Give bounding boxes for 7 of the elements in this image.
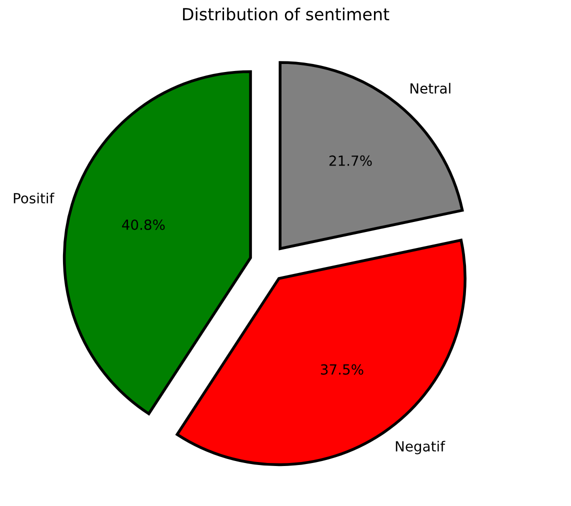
slice-label: Netral bbox=[410, 82, 450, 94]
data-label: 37.5% bbox=[320, 364, 364, 375]
data-label: 21.7% bbox=[329, 155, 372, 166]
chart-title: Distribution of sentiment bbox=[183, 8, 390, 20]
data-label: 40.8% bbox=[122, 219, 165, 230]
slice-label: Negatif bbox=[396, 440, 446, 454]
slice-label: Positif bbox=[14, 192, 54, 204]
